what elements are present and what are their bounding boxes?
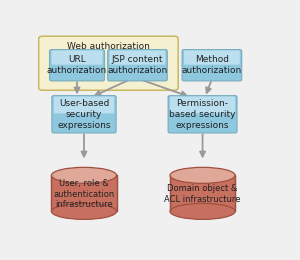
FancyBboxPatch shape [50, 50, 104, 81]
Text: User-based
security
expressions: User-based security expressions [57, 99, 111, 129]
Ellipse shape [170, 167, 235, 183]
Text: URL
authorization: URL authorization [47, 55, 107, 75]
FancyBboxPatch shape [170, 96, 235, 113]
FancyBboxPatch shape [54, 96, 114, 113]
FancyBboxPatch shape [184, 50, 240, 65]
FancyBboxPatch shape [52, 50, 103, 65]
Ellipse shape [52, 167, 117, 183]
Ellipse shape [52, 203, 117, 219]
Text: Web authorization: Web authorization [67, 42, 150, 51]
FancyBboxPatch shape [110, 50, 165, 65]
FancyBboxPatch shape [108, 50, 167, 81]
Text: Permission-
based security
expressions: Permission- based security expressions [169, 99, 236, 129]
Ellipse shape [170, 203, 235, 219]
FancyBboxPatch shape [52, 96, 116, 133]
Bar [52, 175, 117, 211]
Bar [170, 175, 235, 211]
Text: User, role &
authentication
infrastructure: User, role & authentication infrastructu… [53, 179, 115, 209]
FancyBboxPatch shape [182, 50, 242, 81]
FancyBboxPatch shape [39, 36, 178, 90]
Text: Domain object &
ACL infrastructure: Domain object & ACL infrastructure [164, 184, 241, 204]
Text: Method
authorization: Method authorization [182, 55, 242, 75]
Text: JSP content
authorization: JSP content authorization [107, 55, 168, 75]
FancyBboxPatch shape [168, 96, 237, 133]
